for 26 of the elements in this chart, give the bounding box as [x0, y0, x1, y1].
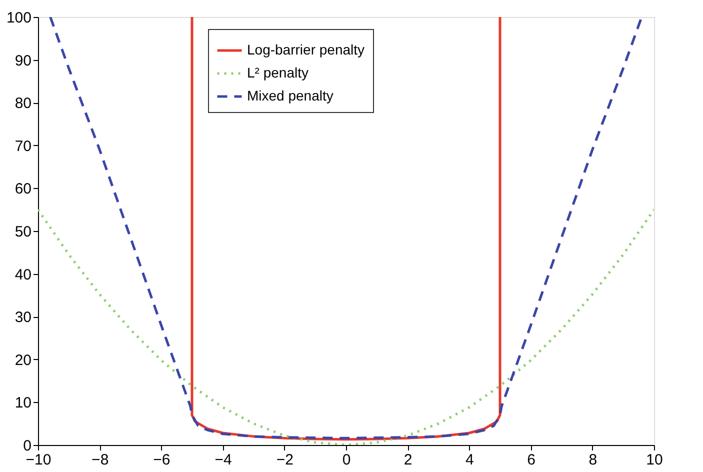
y-tick-label: 60: [14, 180, 32, 198]
y-tick-label: 70: [14, 138, 32, 155]
x-tick-label: 0: [342, 452, 351, 468]
y-tick-label: 20: [14, 352, 32, 369]
x-tick-label: 4: [466, 452, 474, 468]
x-tick-label: −4: [214, 452, 232, 468]
x-tick-label: 2: [404, 452, 412, 468]
x-tick-label: −6: [153, 452, 170, 468]
y-tick-label: 100: [6, 10, 32, 26]
x-tick-label: 6: [527, 452, 536, 468]
legend-label: Mixed penalty: [247, 88, 334, 104]
y-tick-label: 50: [14, 224, 32, 240]
line-series: [49, 17, 643, 440]
x-tick-label: −8: [92, 452, 109, 468]
legend-label: Log-barrier penalty: [247, 42, 365, 58]
y-tick-label: 90: [14, 52, 32, 70]
y-tick-label: 40: [14, 266, 32, 284]
legend-label: L² penalty: [247, 64, 308, 80]
y-tick-label: 80: [14, 95, 32, 112]
x-tick-label: 10: [646, 452, 663, 468]
x-tick-label: −10: [26, 452, 52, 468]
y-tick-label: 0: [23, 438, 32, 454]
y-tick-label: 10: [14, 394, 32, 412]
x-tick-label: −2: [276, 452, 294, 468]
x-tick-label: 8: [588, 452, 598, 468]
y-tick-label: 30: [14, 309, 32, 326]
